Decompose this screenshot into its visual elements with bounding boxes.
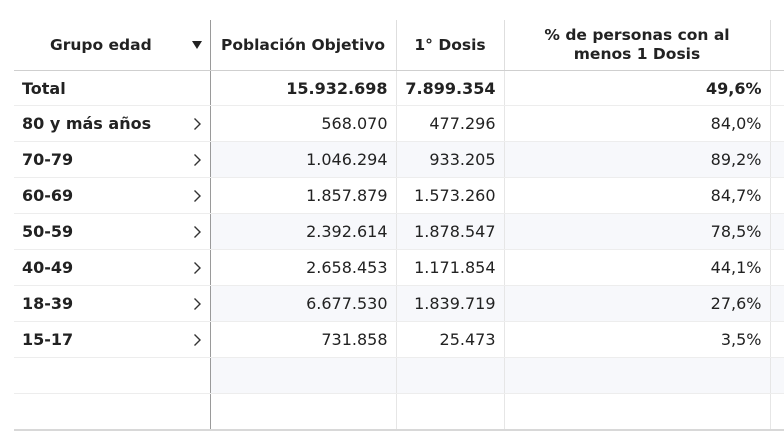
column-header-overflow [770, 20, 784, 71]
total-label: Total [14, 70, 211, 106]
total-population: 15.932.698 [210, 70, 397, 106]
empty-cell [396, 393, 505, 431]
row-overflow-cell [770, 105, 784, 142]
row-dose: 1.171.854 [396, 249, 505, 286]
row-population: 731.858 [210, 321, 397, 358]
table-row[interactable]: 80 y más años 568.070 477.296 84,0% [14, 105, 784, 142]
row-group-label: 80 y más años [22, 114, 152, 133]
row-percent: 84,0% [504, 105, 771, 142]
row-dose: 1.839.719 [396, 285, 505, 322]
empty-cell [504, 357, 771, 394]
chevron-right-icon[interactable] [193, 297, 202, 311]
row-dose: 1.878.547 [396, 213, 505, 250]
total-dose: 7.899.354 [396, 70, 505, 106]
column-header-percent[interactable]: % de personas con al menos 1 Dosis [504, 20, 771, 71]
empty-cell [210, 393, 397, 431]
row-percent: 3,5% [504, 321, 771, 358]
vaccination-table: Grupo edad Población Objetivo 1° Dosis %… [14, 20, 784, 431]
row-population: 568.070 [210, 105, 397, 142]
column-header-percent-label-line2: menos 1 Dosis [573, 45, 701, 63]
row-group-cell[interactable]: 60-69 [14, 177, 211, 214]
row-overflow-cell [770, 213, 784, 250]
row-group-cell[interactable]: 70-79 [14, 141, 211, 178]
empty-cell [770, 393, 784, 431]
chevron-right-icon[interactable] [193, 225, 202, 239]
row-dose: 25.473 [396, 321, 505, 358]
total-row: Total 15.932.698 7.899.354 49,6% [14, 70, 784, 106]
row-overflow-cell [770, 285, 784, 322]
row-group-cell[interactable]: 80 y más años [14, 105, 211, 142]
row-dose: 1.573.260 [396, 177, 505, 214]
chevron-right-icon[interactable] [193, 117, 202, 131]
empty-row [14, 357, 784, 394]
empty-cell [210, 357, 397, 394]
row-percent: 78,5% [504, 213, 771, 250]
empty-cell [770, 357, 784, 394]
row-group-label: 50-59 [22, 222, 74, 241]
empty-cell [504, 393, 771, 431]
row-population: 1.857.879 [210, 177, 397, 214]
row-population: 2.658.453 [210, 249, 397, 286]
vaccination-table-container: Grupo edad Población Objetivo 1° Dosis %… [14, 20, 784, 431]
chevron-right-icon[interactable] [193, 333, 202, 347]
table-row[interactable]: 60-69 1.857.879 1.573.260 84,7% [14, 177, 784, 214]
empty-row [14, 393, 784, 431]
row-percent: 44,1% [504, 249, 771, 286]
row-percent: 27,6% [504, 285, 771, 322]
row-group-label: 70-79 [22, 150, 74, 169]
row-group-label: 18-39 [22, 294, 74, 313]
column-header-dose[interactable]: 1° Dosis [396, 20, 505, 71]
column-header-percent-label-line1: % de personas con al [544, 26, 730, 44]
column-header-population[interactable]: Población Objetivo [210, 20, 397, 71]
column-header-group[interactable]: Grupo edad [14, 20, 211, 71]
row-group-label: 40-49 [22, 258, 74, 277]
chevron-right-icon[interactable] [193, 261, 202, 275]
row-group-cell[interactable]: 15-17 [14, 321, 211, 358]
row-group-cell[interactable]: 50-59 [14, 213, 211, 250]
column-header-dose-label: 1° Dosis [414, 35, 486, 54]
table-row[interactable]: 18-39 6.677.530 1.839.719 27,6% [14, 285, 784, 322]
chevron-right-icon[interactable] [193, 189, 202, 203]
row-overflow-cell [770, 141, 784, 178]
row-overflow-cell [770, 177, 784, 214]
header-row: Grupo edad Población Objetivo 1° Dosis %… [14, 20, 784, 71]
row-group-label: 15-17 [22, 330, 74, 349]
empty-cell [14, 393, 211, 431]
row-dose: 933.205 [396, 141, 505, 178]
total-overflow-cell [770, 70, 784, 106]
table-row[interactable]: 70-79 1.046.294 933.205 89,2% [14, 141, 784, 178]
sort-descending-icon[interactable] [191, 41, 202, 49]
row-population: 6.677.530 [210, 285, 397, 322]
table-row[interactable]: 15-17 731.858 25.473 3,5% [14, 321, 784, 358]
total-percent: 49,6% [504, 70, 771, 106]
row-population: 1.046.294 [210, 141, 397, 178]
row-percent: 89,2% [504, 141, 771, 178]
chevron-right-icon[interactable] [193, 153, 202, 167]
row-population: 2.392.614 [210, 213, 397, 250]
row-group-cell[interactable]: 40-49 [14, 249, 211, 286]
row-overflow-cell [770, 321, 784, 358]
row-percent: 84,7% [504, 177, 771, 214]
column-header-group-label: Grupo edad [50, 35, 152, 54]
row-overflow-cell [770, 249, 784, 286]
table-row[interactable]: 40-49 2.658.453 1.171.854 44,1% [14, 249, 784, 286]
column-header-population-label: Población Objetivo [220, 35, 386, 54]
table-row[interactable]: 50-59 2.392.614 1.878.547 78,5% [14, 213, 784, 250]
row-group-label: 60-69 [22, 186, 74, 205]
row-dose: 477.296 [396, 105, 505, 142]
row-group-cell[interactable]: 18-39 [14, 285, 211, 322]
empty-cell [396, 357, 505, 394]
empty-cell [14, 357, 211, 394]
